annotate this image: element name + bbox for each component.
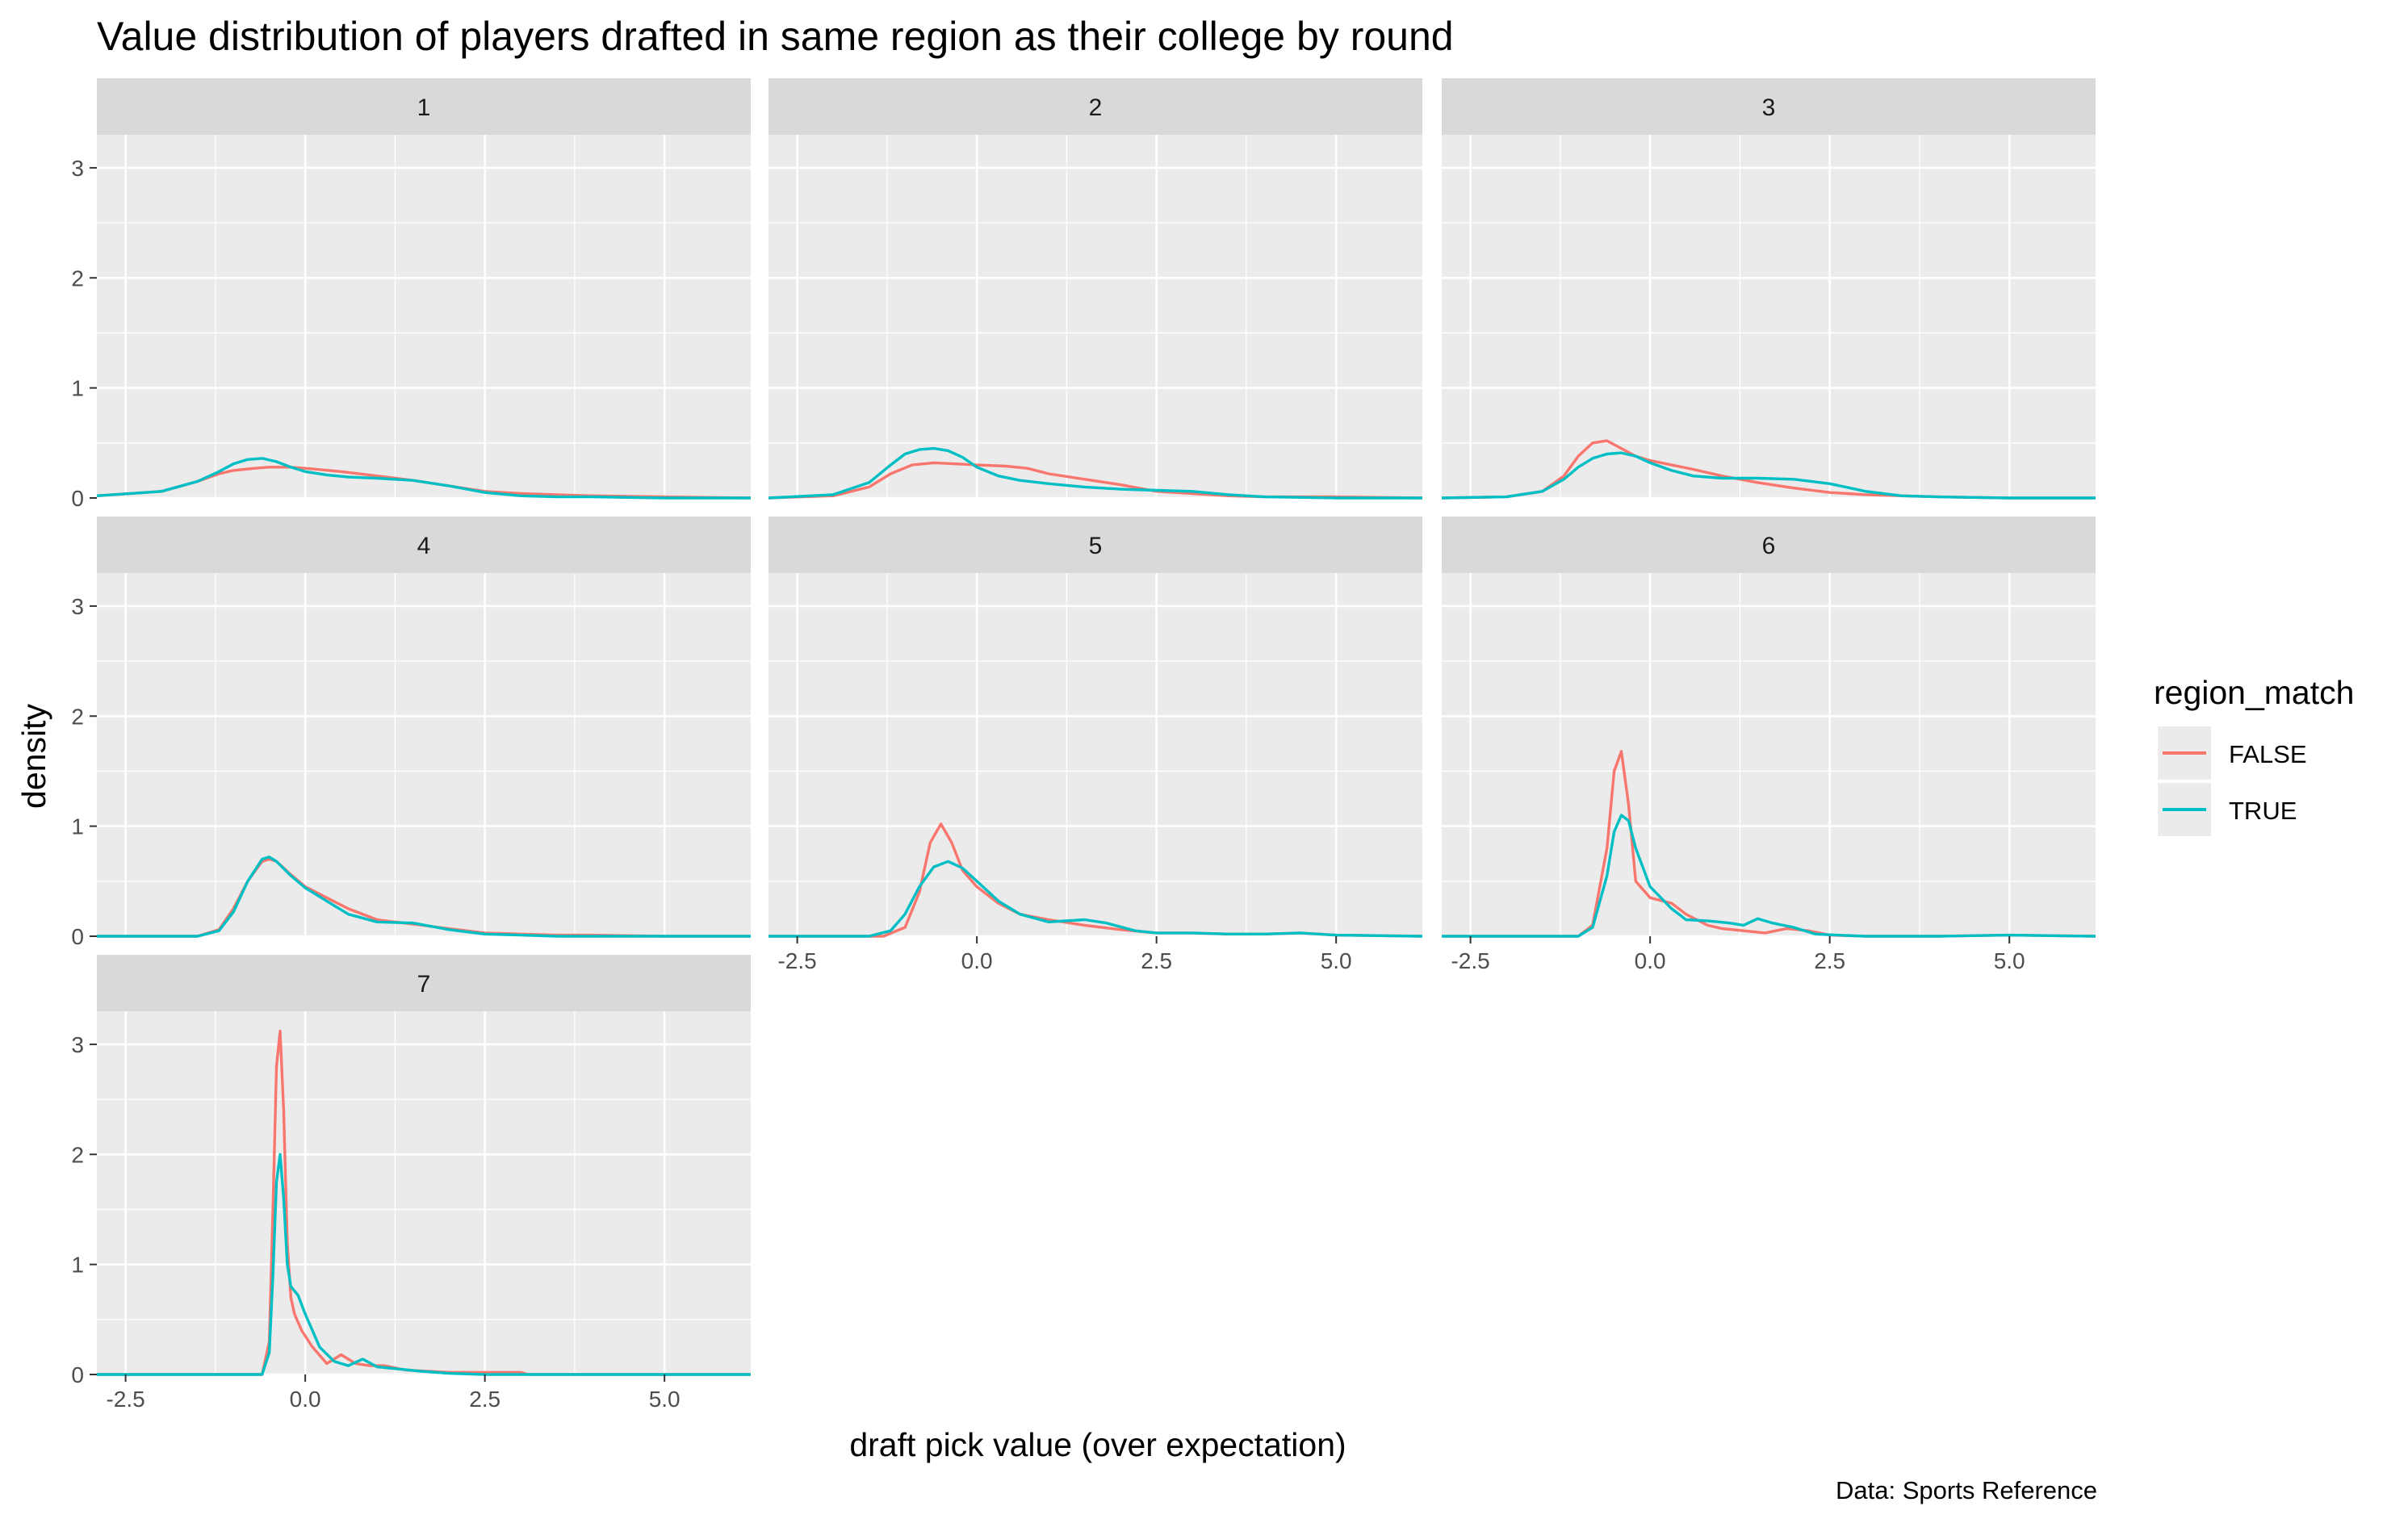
facet-strip	[97, 955, 751, 1011]
y-tick-label: 0	[71, 1362, 84, 1387]
chart-title: Value distribution of players drafted in…	[97, 14, 1454, 59]
facet-strip	[1442, 517, 2096, 573]
density-line-true	[1441, 451, 2096, 500]
legend-title: region_match	[2154, 674, 2354, 711]
density-line-true	[97, 856, 751, 938]
panel-background	[97, 135, 751, 498]
facet-strip-label: 4	[417, 533, 431, 559]
x-tick-label: 0.0	[290, 1387, 321, 1412]
x-tick-label: 2.5	[1814, 948, 1845, 973]
density-line-false	[96, 466, 752, 500]
y-tick-label: 2	[71, 1142, 84, 1167]
legend-item-true: TRUE	[2158, 783, 2297, 836]
y-tick-label: 0	[71, 486, 84, 511]
x-tick-label: 5.0	[1321, 948, 1352, 973]
y-tick-label: 1	[71, 1253, 84, 1278]
panel-background	[768, 135, 1422, 498]
caption: Data: Sports Reference	[1836, 1476, 2097, 1504]
x-tick-label: 2.5	[469, 1387, 500, 1412]
facet-strip-label: 2	[1089, 94, 1103, 121]
x-tick-label: -2.5	[106, 1387, 144, 1412]
x-axis-title: draft pick value (over expectation)	[849, 1426, 1346, 1463]
facet-panel-3: 3	[1441, 78, 2096, 500]
x-tick-label: 2.5	[1141, 948, 1172, 973]
panel-background	[97, 573, 751, 936]
facet-strip	[768, 517, 1422, 573]
facet-strip-label: 7	[417, 971, 431, 998]
density-line-true	[1442, 814, 2096, 938]
facet-panel-5: 5 -2.5 0.0 2.5 5.0	[768, 517, 1423, 973]
facet-panel-1: 1 0 1 2 3	[71, 78, 752, 511]
y-tick-label: 1	[71, 376, 84, 401]
x-tick-label: 5.0	[1994, 948, 2025, 973]
facet-strip	[97, 78, 751, 135]
facet-panels: 1 0 1 2 3 2 3 4 0 1 2 3 5 -2.5 0.0 2.5 5.0 6 -2.5 0.0 2.5 5.0…	[71, 78, 2096, 1412]
y-tick-label: 2	[71, 266, 84, 291]
y-axis-title: density	[15, 704, 52, 809]
facet-strip	[768, 78, 1422, 135]
facet-strip-label: 3	[1762, 94, 1776, 121]
legend: region_match FALSE TRUE	[2154, 674, 2354, 836]
y-tick-label: 0	[71, 924, 84, 949]
x-tick-label: 0.0	[961, 948, 993, 973]
x-tick-label: 0.0	[1635, 948, 1666, 973]
panel-background	[1442, 573, 2096, 936]
facet-strip-label: 6	[1762, 533, 1776, 559]
y-tick-label: 3	[71, 156, 84, 181]
y-tick-label: 3	[71, 594, 84, 619]
density-line-true	[768, 446, 1422, 500]
density-line-true	[97, 1153, 751, 1376]
x-tick-label: 5.0	[649, 1387, 681, 1412]
facet-strip	[1442, 78, 2096, 135]
density-line-true	[96, 457, 751, 500]
facet-strip	[97, 517, 751, 573]
density-line-true	[768, 860, 1423, 938]
facet-panel-6: 6 -2.5 0.0 2.5 5.0	[1442, 517, 2096, 973]
legend-label-false: FALSE	[2229, 740, 2307, 768]
panel-background	[768, 573, 1422, 936]
x-tick-label: -2.5	[777, 948, 816, 973]
y-tick-label: 3	[71, 1032, 84, 1057]
legend-item-false: FALSE	[2158, 726, 2307, 780]
facet-panel-2: 2	[768, 78, 1423, 500]
panel-background	[1442, 135, 2096, 498]
facet-panel-7: 7 0 1 2 3 -2.5 0.0 2.5 5.0	[71, 955, 751, 1412]
legend-label-true: TRUE	[2229, 797, 2297, 825]
facet-strip-label: 1	[417, 94, 431, 121]
facet-strip-label: 5	[1089, 533, 1103, 559]
facet-panel-4: 4 0 1 2 3	[71, 517, 751, 949]
x-tick-label: -2.5	[1451, 948, 1489, 973]
y-tick-label: 2	[71, 704, 84, 729]
panel-background	[97, 1011, 751, 1374]
y-tick-label: 1	[71, 814, 84, 839]
